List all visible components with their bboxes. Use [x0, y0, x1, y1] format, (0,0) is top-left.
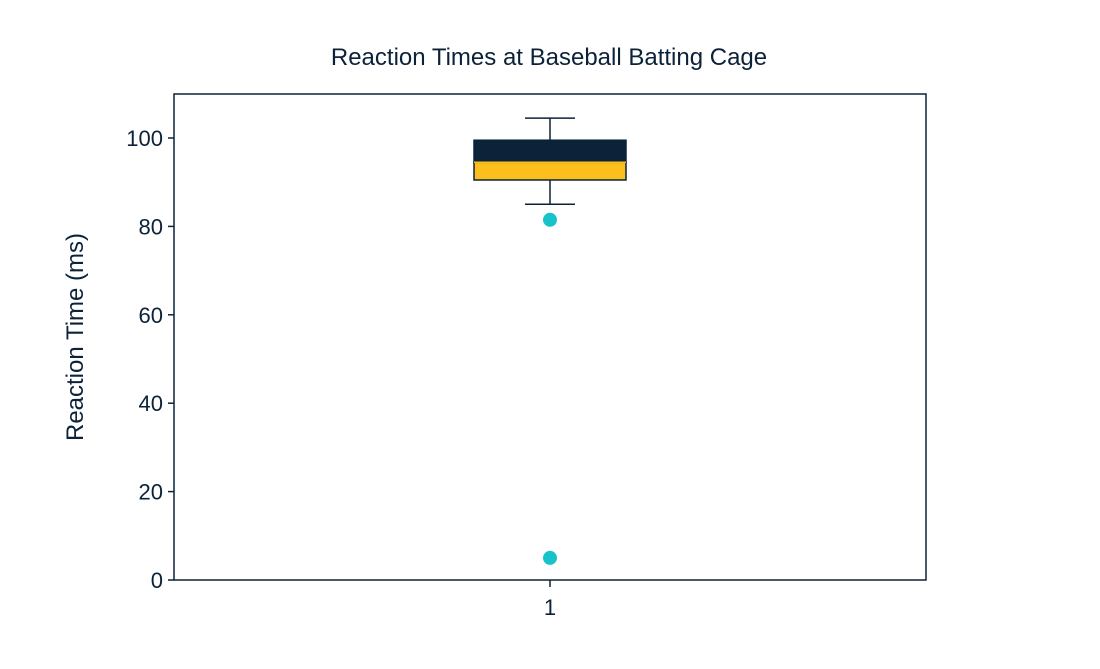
chart-title: Reaction Times at Baseball Batting Cage	[331, 44, 767, 71]
x-tick-label: 1	[544, 595, 556, 620]
outlier-point	[543, 212, 557, 227]
x-axis-ticks: 1	[544, 580, 556, 620]
box-upper-half	[473, 139, 627, 164]
y-axis-label: Reaction Time (ms)	[62, 233, 89, 441]
y-tick-label: 40	[139, 391, 163, 416]
y-tick-label: 80	[139, 214, 163, 239]
box-group	[473, 117, 627, 206]
outlier-group	[543, 212, 557, 565]
y-axis-label-group: Reaction Time (ms)	[62, 233, 89, 441]
y-tick-label: 60	[139, 303, 163, 328]
y-axis-ticks: 0 20 40 60 80 100	[126, 126, 174, 593]
y-tick-label: 20	[139, 480, 163, 505]
box-lower-half	[473, 161, 627, 181]
outlier-point	[543, 550, 557, 565]
y-tick-label: 100	[126, 126, 163, 151]
y-tick-label: 0	[151, 568, 163, 593]
